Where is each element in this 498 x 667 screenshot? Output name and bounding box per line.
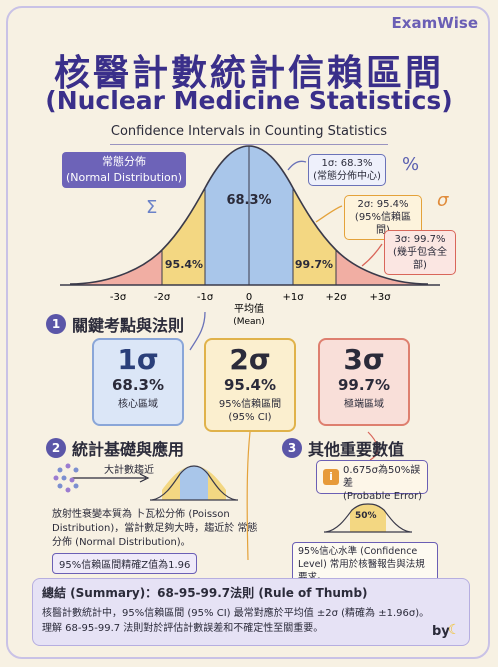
section-3-title: 其他重要數值: [308, 440, 405, 459]
card-pct: 99.7%: [337, 376, 391, 394]
mean-label-zh: 平均值: [234, 302, 264, 315]
page-subtitle: Confidence Intervals in Counting Statist…: [110, 124, 388, 139]
bell-center-pct: 68.3%: [226, 193, 271, 208]
bell-left-pct: 95.4%: [165, 258, 203, 271]
arrow: [246, 431, 251, 561]
probable-error-line2: (Probable Error): [343, 491, 422, 502]
section-number-badge: 1: [46, 314, 66, 334]
section-number-badge: 3: [282, 438, 302, 458]
bell-mid-region: [162, 188, 205, 285]
normal-tag-zh: 常態分佈: [102, 155, 146, 168]
card-3sigma: 3σ 99.7% 極端區域: [318, 338, 410, 426]
summary-line-1: 核醫計數統計中，95%信賴區間 (95% CI) 最常對應於平均值 ±2σ (精…: [42, 608, 430, 619]
summary-line-2: 理解 68-95-99.7 法則對於評估計數誤差和不確定性至關重要。: [42, 623, 324, 634]
percent-icon: %: [402, 154, 420, 175]
arrow: [287, 160, 307, 171]
particle-dot: [61, 475, 67, 481]
normal-tag-en: (Normal Distribution): [65, 171, 183, 184]
note-1sigma-line2: (常態分佈中心): [313, 171, 381, 182]
card-sigma: 3σ: [343, 343, 385, 376]
note-3sigma-line1: 3σ: 99.7%: [394, 234, 446, 245]
pe-bell-fill: [350, 504, 386, 532]
probable-error-line1: 0.675σ為50%誤差: [343, 465, 421, 489]
card-label: 95%信賴區間: [218, 399, 282, 410]
arrow: [139, 473, 150, 483]
mean-label-en: (Mean): [233, 317, 265, 327]
arrow: [189, 311, 206, 351]
normal-distribution-tag: 常態分佈 (Normal Distribution): [62, 152, 186, 188]
particle-dot: [65, 463, 71, 469]
page-title: 核醫計數統計信賴區間: [53, 53, 444, 94]
tick-label: -2σ: [154, 292, 171, 303]
note-1sigma: 1σ: 68.3% (常態分佈中心): [308, 154, 386, 186]
sigma-icon: Σ: [146, 197, 158, 218]
summary-title: 總結 (Summary)：68-95-99.7法則 (Rule of Thumb…: [42, 586, 368, 600]
probable-error-text: 0.675σ為50%誤差 (Probable Error): [343, 464, 427, 503]
note-2sigma: 2σ: 95.4% (95%信賴區間): [344, 195, 422, 240]
page-frame: [6, 6, 490, 659]
mini-bell-label: 50%: [355, 511, 377, 521]
mini-bell-outline: [151, 465, 237, 501]
poisson-text: 放射性衰變本質為 卜瓦松分佈 (Poisson Distribution)，當計…: [52, 509, 258, 548]
card-sigma: 1σ: [117, 343, 159, 376]
note-2sigma-line2: (95%信賴區間): [354, 212, 412, 236]
tick-label: +1σ: [282, 292, 304, 303]
section-1-heading: 1 關鍵考點與法則: [46, 312, 184, 336]
trend-label: 大計數趨近: [104, 465, 154, 476]
tick-label: +2σ: [325, 292, 347, 303]
tick-label: -1σ: [197, 292, 214, 303]
subtitle-divider: [110, 144, 388, 145]
card-1sigma: 1σ 68.3% 核心區域: [92, 338, 184, 426]
section-2-title: 統計基礎與應用: [72, 440, 185, 459]
bell-right-pct: 99.7%: [295, 258, 333, 271]
tick-label: -3σ: [110, 292, 127, 303]
bell-tail-region: [70, 250, 162, 285]
card-pct: 68.3%: [111, 376, 165, 394]
note-3sigma: 3σ: 99.7% (幾乎包含全部): [384, 230, 456, 275]
card-label: 核心區域: [118, 399, 158, 410]
card-pct: 95.4%: [223, 376, 277, 394]
banana-icon: ☾: [448, 622, 461, 638]
card-label-sub: (95% CI): [228, 412, 272, 423]
particle-dot: [53, 475, 59, 481]
bell-mid-region: [293, 188, 336, 285]
tick-label: 0: [246, 292, 252, 303]
particle-dot: [73, 467, 79, 473]
arrow: [361, 243, 383, 267]
info-icon: i: [323, 469, 339, 485]
card-2sigma: 2σ 95.4% 95%信賴區間 (95% CI): [204, 338, 296, 432]
sigma-small-icon: σ: [437, 190, 449, 211]
arrow: [367, 431, 379, 461]
bell-tail-region: [336, 250, 428, 285]
section-number-badge: 2: [46, 438, 66, 458]
note-1sigma-line1: 1σ: 68.3%: [321, 158, 373, 169]
section-2-heading: 2 統計基礎與應用: [46, 436, 184, 460]
probable-error-box: i 0.675σ為50%誤差 (Probable Error): [316, 460, 428, 502]
particle-dot: [65, 487, 71, 493]
card-label: 極端區域: [344, 399, 384, 410]
card-sigma: 2σ: [229, 343, 271, 376]
page-title-en: (Nuclear Medicine Statistics): [45, 86, 453, 115]
brand-logo: ExamWise: [391, 14, 478, 32]
tick-label: +3σ: [369, 292, 391, 303]
arrow: [315, 205, 343, 223]
particle-dot: [73, 483, 79, 489]
particle-dot: [57, 483, 63, 489]
note-3sigma-line2: (幾乎包含全部): [393, 247, 447, 271]
particle-dot: [69, 477, 75, 483]
z-value-badge: 95%信賴區間精確Z值為1.96: [52, 553, 198, 574]
summary-box: 總結 (Summary)：68-95-99.7法則 (Rule of Thumb…: [32, 578, 470, 646]
byline: by: [432, 624, 450, 639]
note-2sigma-line1: 2σ: 95.4%: [357, 199, 409, 210]
section-3-heading: 3 其他重要數值: [282, 436, 404, 460]
section-1-title: 關鍵考點與法則: [72, 316, 185, 335]
pe-bell-outline: [325, 503, 411, 533]
mini-bell-center: [180, 466, 208, 500]
particle-dot: [57, 467, 63, 473]
